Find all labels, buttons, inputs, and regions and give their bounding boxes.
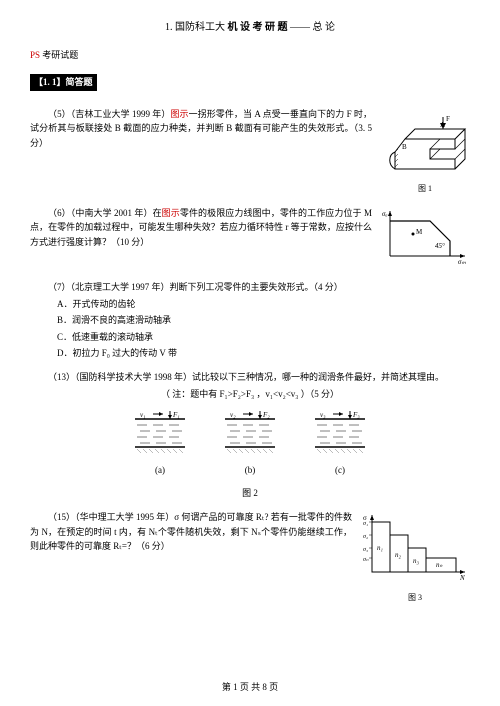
fig3-n1: n₁ <box>377 544 383 552</box>
q5-prefix: （5）（吉林工业大学 1999 年） <box>48 109 170 119</box>
q6-prefix: （6）（中南大学 2001 年）在 <box>48 208 162 218</box>
question-6: M 45° σₐ σₘ （6）（中南大学 2001 年）在图示零件的极限应力线图… <box>30 206 470 270</box>
q5-red: 图示 <box>170 109 188 119</box>
q6-label-45: 45° <box>435 242 445 250</box>
fig2a-v: v₁ <box>140 411 146 419</box>
fig3-n3: n₃ <box>413 557 420 565</box>
fig2c-f: F₃ <box>352 411 360 419</box>
q6-red: 图示 <box>162 208 180 218</box>
fig2b-label: (b) <box>215 463 285 477</box>
fig3-sn: σₙ <box>363 557 369 563</box>
q7-opt-a: A．开式传动的齿轮 <box>57 297 470 311</box>
ps-line: PS 考研试题 <box>30 48 470 62</box>
figure-q6-svg: M 45° σₐ σₘ <box>380 206 470 266</box>
fig3-s2: σ₂ <box>363 534 368 540</box>
fig2a-label: (a) <box>125 463 195 477</box>
fig1-label-f: F <box>446 115 450 123</box>
figure-3-svg: σ N n₁ n₂ n₃ nₙ σ₁ σ₂ σ₃ σₙ <box>360 510 470 585</box>
page: 1. 国防科工大 机 设 考 研 题 —— 总 论 PS 考研试题 【1. 1】… <box>0 0 500 706</box>
fig2b-v: v₂ <box>230 411 236 419</box>
figure-2-row: v₁ F₁ <box>30 409 470 478</box>
figure-1-caption: 图 1 <box>380 183 470 196</box>
fig2c-label: (c) <box>305 463 375 477</box>
q13-note: （ 注：题中有 F₁>F₂>F₃ ，v₁<v₂<v₃ ）（5 分） <box>30 387 470 401</box>
q7-options: A．开式传动的齿轮 B．润滑不良的高速滑动轴承 C．低速重载的滚动轴承 D．初拉… <box>57 297 470 361</box>
figure-1-svg: B A F <box>380 107 470 177</box>
fig2b-f: F₂ <box>262 411 270 419</box>
figure-3-wrap: σ N n₁ n₂ n₃ nₙ σ₁ σ₂ σ₃ σₙ 图 3 <box>360 510 470 604</box>
question-5: B A F 图 1 （5）（吉林工业大学 1999 年）图示一拐形零件，当 A … <box>30 107 470 196</box>
figure-2a-svg: v₁ F₁ <box>125 409 195 459</box>
page-footer: 第 1 页 共 8 页 <box>0 680 500 694</box>
question-13: （13）（国防科学技术大学 1998 年）试比较以下三种情况，哪一种的润滑条件最… <box>30 370 470 500</box>
figure-q6-wrap: M 45° σₐ σₘ <box>380 206 470 270</box>
q7-text: （7）（北京理工大学 1997 年）判断下列工况零件的主要失效形式。（4 分） <box>30 280 470 294</box>
q7-opt-d: D．初拉力 F₀ 过大的传动 V 带 <box>57 346 470 360</box>
header-bold: 机 设 考 研 题 <box>228 22 288 33</box>
ps-red: PS <box>30 50 40 60</box>
q7-opt-c: C．低速重载的滚动轴承 <box>57 330 470 344</box>
fig3-axis-x: N <box>459 574 465 582</box>
figure-2b-svg: v₂ F₂ <box>215 409 285 459</box>
section-label: 【1. 1】简答题 <box>30 74 97 90</box>
section-heading: 【1. 1】简答题 <box>30 68 470 96</box>
q13-text: （13）（国防科学技术大学 1998 年）试比较以下三种情况，哪一种的润滑条件最… <box>30 370 470 384</box>
fig3-nn: nₙ <box>436 561 443 569</box>
figure-3-caption: 图 3 <box>360 592 470 605</box>
fig2a-f: F₁ <box>172 411 180 419</box>
fig3-s1: σ₁ <box>363 521 368 527</box>
header-num: 1. <box>165 22 173 33</box>
q6-axis-x: σₘ <box>458 258 466 266</box>
fig1-label-b: B <box>402 143 407 151</box>
q7-opt-b: B．润滑不良的高速滑动轴承 <box>57 313 470 327</box>
header-prefix: 国防科工大 <box>175 22 225 33</box>
figure-2b: v₂ F₂ <box>215 409 285 478</box>
fig2c-v: v₃ <box>320 411 326 419</box>
ps-black: 考研试题 <box>40 50 78 60</box>
fig3-s3: σ₃ <box>363 547 368 553</box>
header-suffix: 总 论 <box>313 22 336 33</box>
doc-header: 1. 国防科工大 机 设 考 研 题 —— 总 论 <box>30 20 470 36</box>
figure-2a: v₁ F₁ <box>125 409 195 478</box>
fig3-n2: n₂ <box>395 551 402 559</box>
header-dash: —— <box>290 22 310 33</box>
figure-2c: v₃ F₃ <box>305 409 375 478</box>
question-7: （7）（北京理工大学 1997 年）判断下列工况零件的主要失效形式。（4 分） … <box>30 280 470 360</box>
figure-1-wrap: B A F 图 1 <box>380 107 470 196</box>
figure-2-caption: 图 2 <box>30 486 470 500</box>
q6-axis-y: σₐ <box>382 210 388 218</box>
q6-label-m: M <box>416 228 423 236</box>
question-15: σ N n₁ n₂ n₃ nₙ σ₁ σ₂ σ₃ σₙ 图 3 （1 <box>30 510 470 604</box>
figure-2c-svg: v₃ F₃ <box>305 409 375 459</box>
